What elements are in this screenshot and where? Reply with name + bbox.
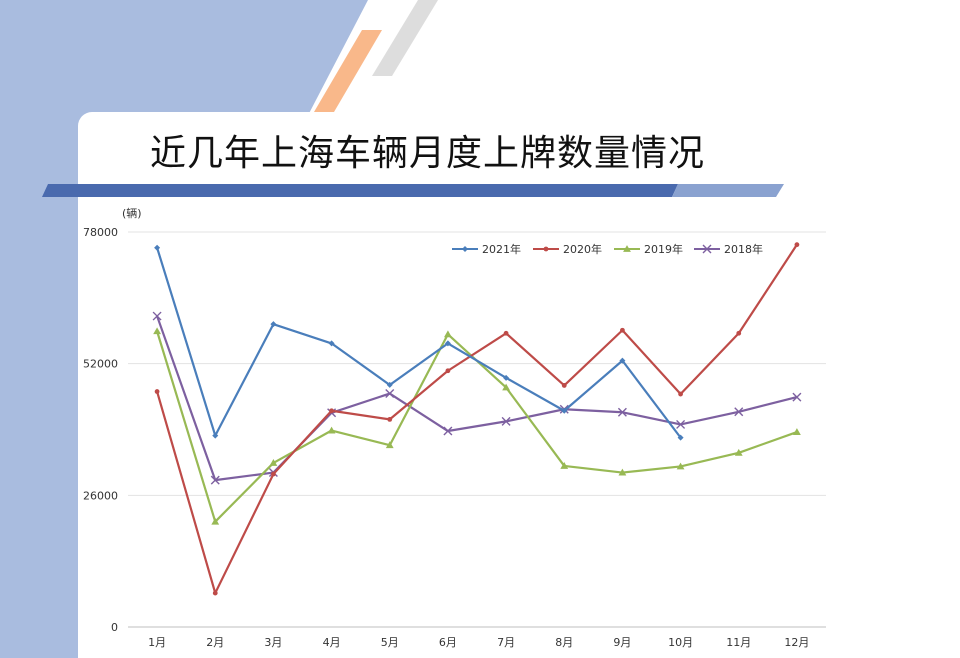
- series-2020年: [154, 242, 800, 596]
- data-point: [153, 327, 161, 335]
- data-point: [678, 391, 683, 397]
- data-point: [543, 246, 549, 252]
- legend-item: 2021年: [452, 242, 521, 256]
- x-tick-label: 1月: [148, 636, 166, 649]
- data-point: [212, 590, 218, 596]
- x-tick-label: 8月: [555, 636, 573, 649]
- y-tick-label: 78000: [83, 226, 118, 239]
- data-point: [734, 448, 743, 456]
- data-point: [462, 246, 468, 252]
- data-point: [503, 374, 510, 381]
- data-point: [212, 432, 219, 439]
- y-tick-label: 26000: [83, 489, 118, 502]
- data-point: [269, 459, 278, 466]
- legend-label: 2020年: [563, 242, 602, 256]
- legend-label: 2018年: [724, 242, 763, 256]
- y-tick-label: 52000: [83, 358, 118, 371]
- x-tick-label: 4月: [323, 636, 341, 649]
- data-point: [271, 471, 276, 477]
- data-point: [734, 407, 744, 417]
- x-tick-label: 9月: [613, 636, 631, 649]
- legend-item: 2020年: [533, 242, 602, 256]
- series-group: [152, 242, 802, 596]
- series-line: [156, 244, 798, 595]
- data-point: [387, 416, 393, 422]
- series-2018年: [152, 311, 802, 485]
- x-tick-label: 2月: [206, 636, 224, 649]
- data-point: [210, 475, 220, 485]
- data-point: [385, 441, 394, 449]
- data-point: [154, 389, 160, 394]
- page-title: 近几年上海车辆月度上牌数量情况: [150, 133, 706, 174]
- data-point: [327, 426, 336, 434]
- data-point: [561, 407, 568, 414]
- x-tick-label: 7月: [497, 636, 515, 649]
- data-point: [676, 462, 685, 470]
- legend-item: 2019年: [614, 242, 683, 256]
- data-point: [676, 419, 686, 429]
- orange-accent-stripe: [314, 30, 382, 112]
- x-axis-ticks: 1月 2月 3月 4月 5月 6月 7月 8月 9月 10月 11月 12月: [148, 636, 809, 649]
- legend: 2021年 2020年 2019年 2018年: [452, 242, 763, 256]
- data-point: [793, 428, 801, 435]
- data-point: [445, 368, 451, 374]
- series-2021年: [154, 244, 684, 441]
- data-point: [561, 383, 567, 388]
- data-point: [444, 330, 452, 338]
- title-bar-dark: [42, 184, 678, 197]
- y-axis-ticks: 78000 52000 26000 0: [83, 226, 118, 634]
- grey-accent-stripe: [372, 0, 438, 76]
- data-point: [794, 242, 800, 248]
- legend-label: 2019年: [644, 242, 683, 256]
- data-point: [503, 330, 509, 336]
- data-point: [617, 407, 627, 417]
- x-tick-label: 3月: [264, 636, 282, 649]
- y-tick-label: 0: [111, 621, 118, 634]
- y-unit-label: (辆): [122, 206, 142, 220]
- x-tick-label: 6月: [439, 636, 457, 649]
- x-tick-label: 11月: [726, 636, 751, 649]
- data-point: [501, 416, 511, 426]
- data-point: [386, 381, 393, 388]
- data-point: [329, 408, 334, 414]
- data-point: [560, 462, 569, 469]
- x-tick-label: 5月: [381, 636, 399, 649]
- data-point: [623, 245, 631, 252]
- data-point: [385, 389, 395, 399]
- data-point: [677, 434, 684, 441]
- data-point: [619, 357, 626, 364]
- x-tick-label: 10月: [668, 636, 693, 649]
- title-bar-light: [672, 184, 784, 197]
- data-point: [152, 311, 162, 321]
- data-point: [736, 330, 742, 336]
- data-point: [502, 383, 510, 391]
- data-point: [620, 327, 625, 333]
- data-point: [792, 392, 802, 402]
- data-point: [328, 340, 335, 347]
- series-line: [156, 247, 682, 439]
- data-point: [618, 468, 627, 476]
- data-point: [444, 340, 451, 347]
- data-point: [270, 321, 277, 328]
- x-tick-label: 12月: [784, 636, 809, 649]
- data-point: [702, 244, 712, 254]
- data-point: [211, 517, 220, 525]
- legend-item: 2018年: [694, 242, 763, 256]
- data-point: [154, 244, 161, 251]
- series-line: [156, 315, 798, 482]
- legend-label: 2021年: [482, 242, 521, 256]
- data-point: [443, 426, 453, 436]
